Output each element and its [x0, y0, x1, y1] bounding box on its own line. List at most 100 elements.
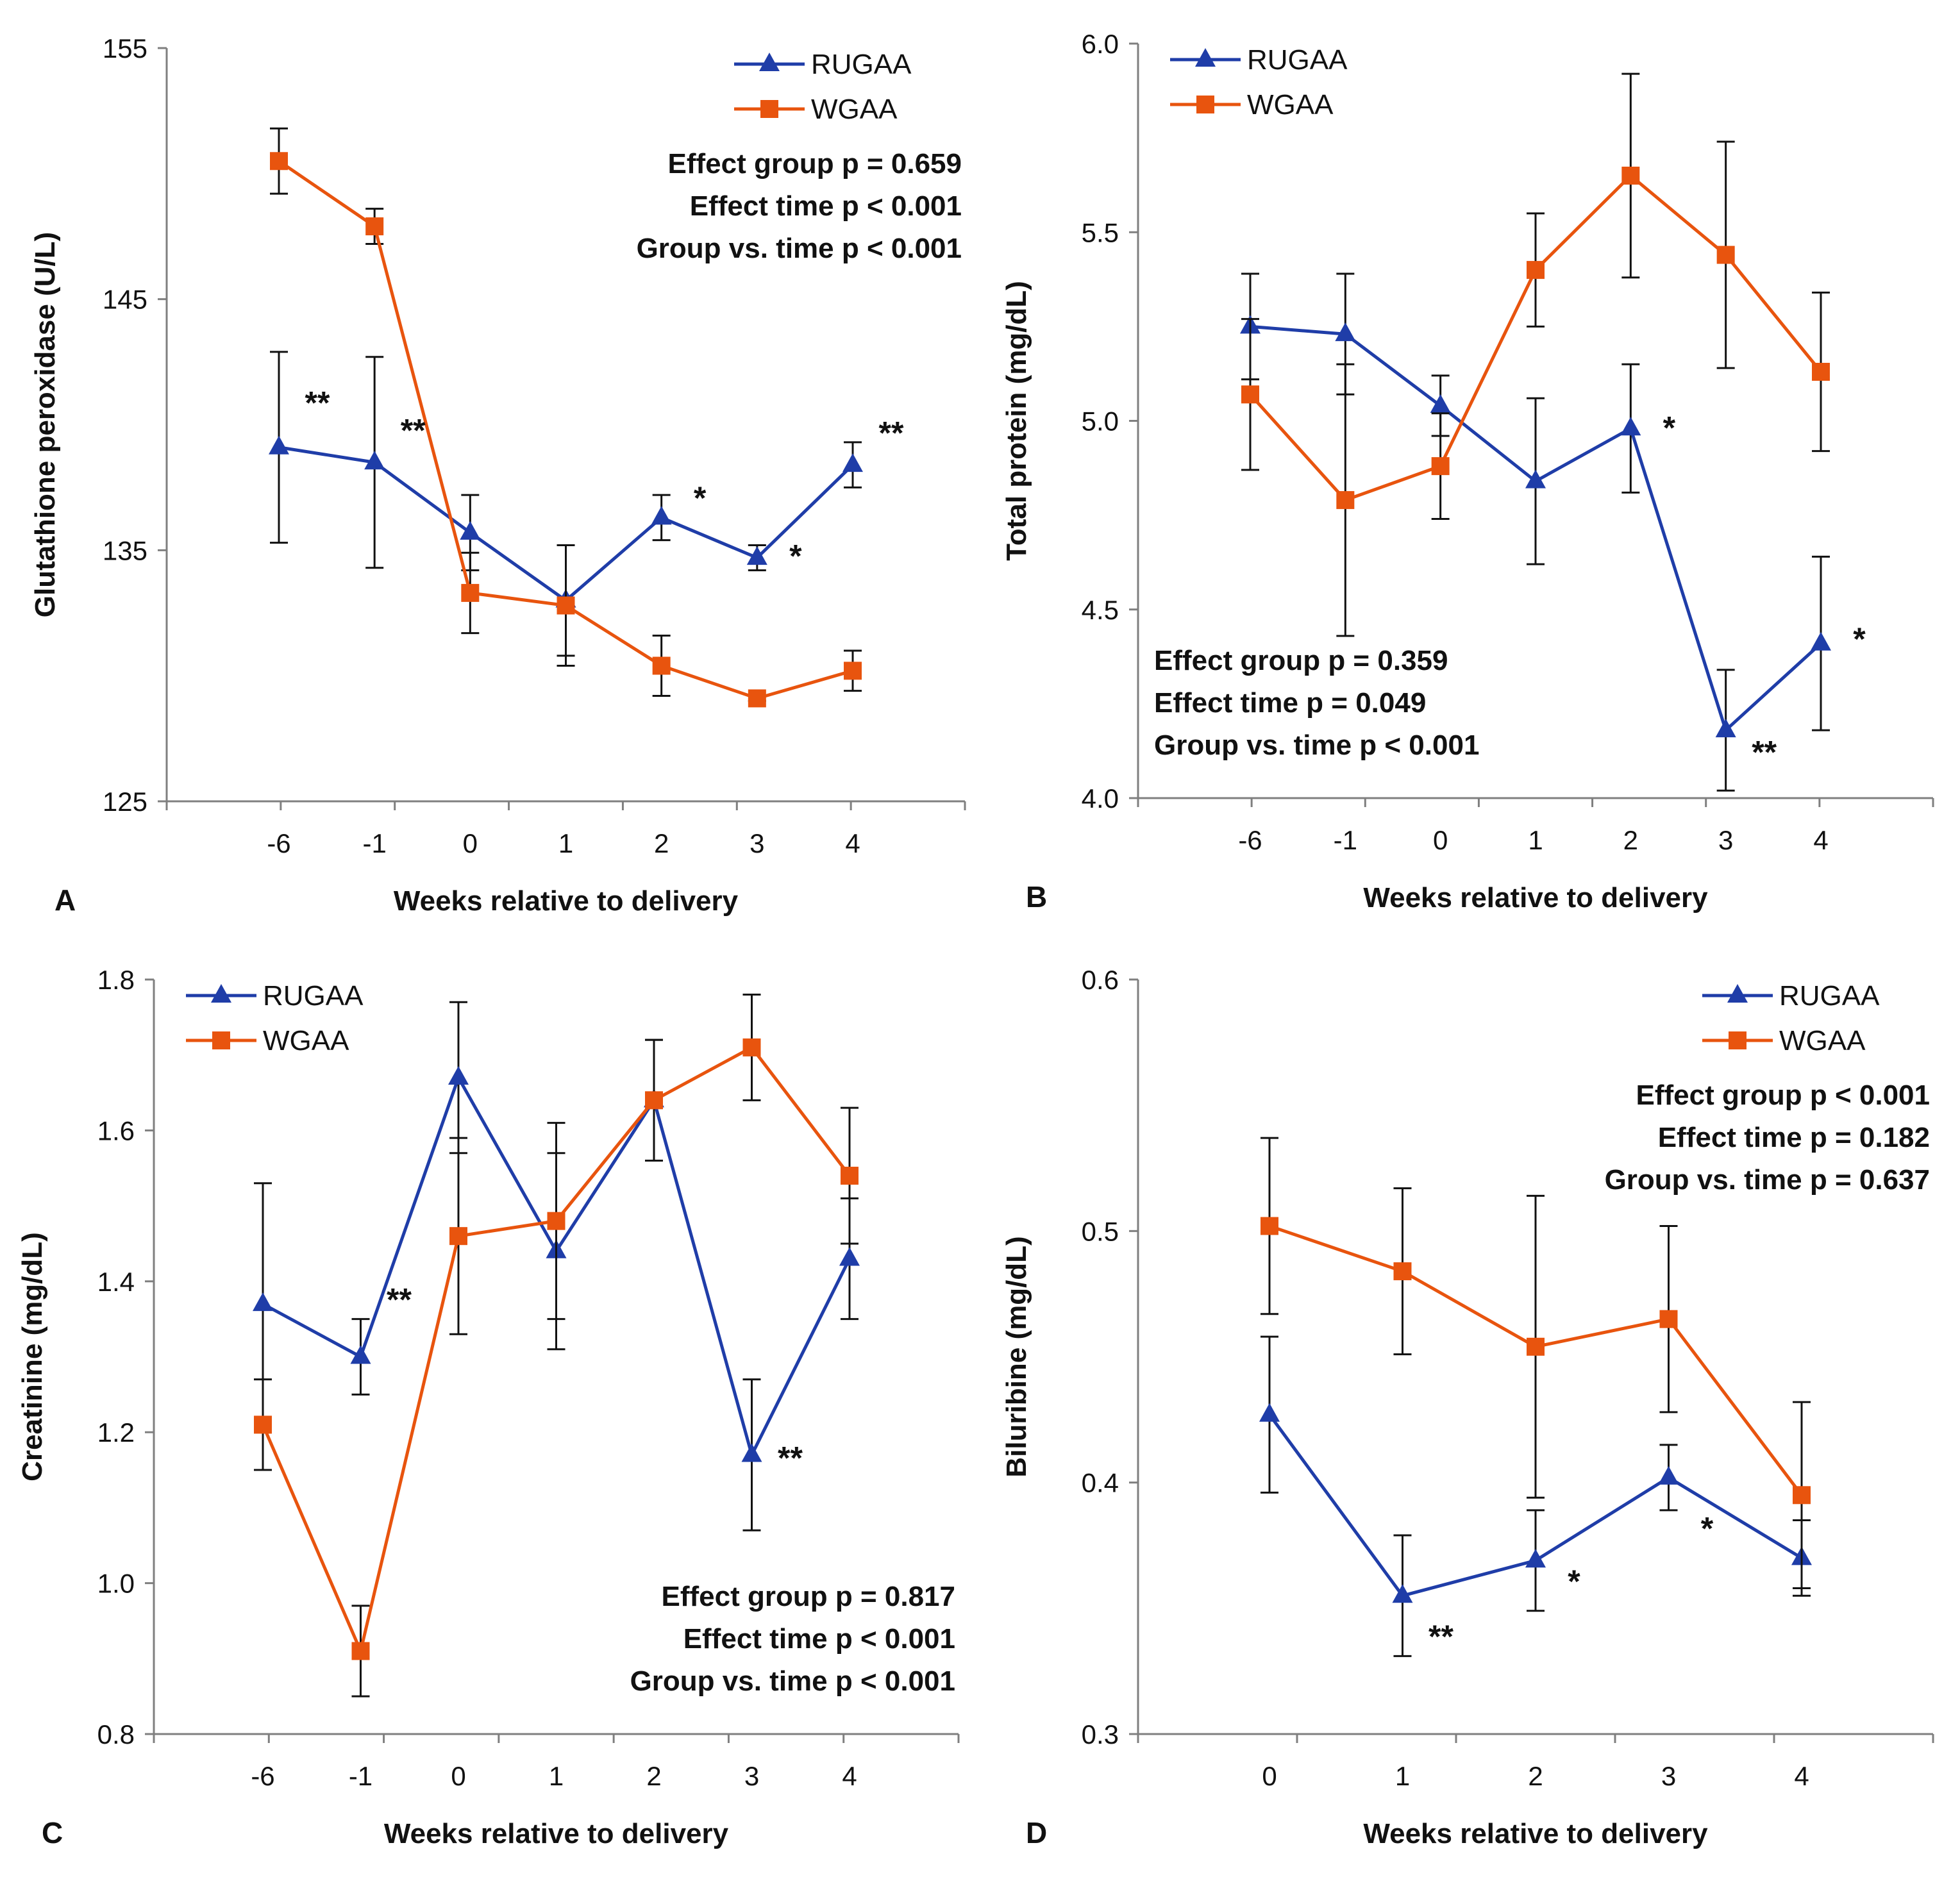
data-point — [1659, 1310, 1678, 1328]
x-tick-label: 2 — [654, 828, 669, 858]
significance-marker: * — [1701, 1510, 1714, 1546]
chart-panel-b: 4.0 4.5 5.0 5.5 6.0 -6 -1 0 1 2 3 4 Weeks relative t… — [1001, 29, 1934, 913]
data-point — [1793, 1486, 1811, 1505]
x-tick-label: 4 — [845, 828, 860, 858]
stats-line: Effect time p < 0.001 — [683, 1623, 955, 1655]
y-tick-label: 0.3 — [1082, 1719, 1119, 1749]
y-tick-label: 0.8 — [97, 1719, 135, 1749]
data-point — [1716, 246, 1735, 264]
data-point — [269, 435, 289, 455]
data-point — [1261, 1217, 1278, 1235]
y-tick-label: 0.6 — [1082, 965, 1119, 995]
data-point — [1812, 362, 1830, 381]
data-point — [1430, 394, 1451, 413]
legend-label: WGAA — [1247, 89, 1334, 121]
x-tick-label: 1 — [549, 1761, 564, 1791]
y-tick-label: 145 — [103, 285, 147, 315]
x-tick-label: -6 — [1238, 825, 1262, 855]
data-point — [1431, 457, 1450, 476]
x-tick-label: -1 — [349, 1761, 373, 1791]
legend-marker — [1727, 984, 1748, 1003]
legend-marker — [1729, 1031, 1746, 1049]
x-axis-title: Weeks relative to delivery — [1363, 882, 1708, 913]
data-point — [460, 521, 481, 540]
x-tick-label: 1 — [1395, 1761, 1410, 1791]
series-wgaa — [1261, 1137, 1811, 1589]
series-wgaa — [270, 127, 862, 708]
data-point — [448, 1066, 469, 1085]
significance-marker: ** — [1752, 734, 1777, 770]
data-point — [1715, 719, 1736, 738]
stats-line: Effect group p = 0.359 — [1154, 645, 1448, 676]
x-tick-label: -1 — [1334, 825, 1357, 855]
stats-line: Effect group p = 0.659 — [668, 148, 962, 179]
legend-label: WGAA — [811, 94, 898, 125]
data-point — [270, 152, 288, 171]
legend-label: WGAA — [263, 1025, 349, 1056]
y-axis-title: Total protein (mg/dL) — [1001, 281, 1032, 561]
data-point — [461, 583, 480, 602]
data-point — [1393, 1262, 1412, 1281]
y-tick-label: 135 — [103, 535, 147, 565]
data-point — [350, 1345, 371, 1364]
significance-marker: * — [694, 480, 707, 516]
panel-letter: A — [54, 883, 76, 917]
data-point — [253, 1292, 273, 1312]
x-tick-label: 1 — [558, 828, 573, 858]
data-point — [364, 451, 385, 470]
y-tick-label: 0.5 — [1082, 1216, 1119, 1246]
y-tick-label: 1.6 — [97, 1115, 135, 1146]
stats-line: Effect time p = 0.049 — [1154, 687, 1426, 719]
y-tick-label: 125 — [103, 787, 147, 817]
data-point — [652, 656, 671, 675]
y-axis-title: Glutathione peroxidase (U/L) — [29, 232, 61, 617]
stats-line: Group vs. time p < 0.001 — [1154, 730, 1479, 761]
y-axis-title: Biluribine (mg/dL) — [1001, 1236, 1032, 1477]
legend-label: RUGAA — [263, 980, 364, 1012]
x-tick-label: 3 — [1661, 1761, 1676, 1791]
x-tick-label: 4 — [842, 1761, 857, 1791]
data-point — [741, 1443, 762, 1462]
chart-panel-d: 0.3 0.4 0.5 0.6 0 1 2 3 4 Weeks relative to deliv… — [1001, 965, 1934, 1849]
significance-marker: ** — [401, 412, 426, 448]
significance-marker: ** — [879, 415, 904, 451]
y-tick-label: 1.2 — [97, 1417, 135, 1447]
x-tick-label: 0 — [1433, 825, 1448, 855]
x-tick-label: 2 — [646, 1761, 661, 1791]
significance-marker: ** — [778, 1440, 803, 1476]
x-axis-title: Weeks relative to delivery — [394, 885, 739, 917]
data-point — [1620, 417, 1641, 436]
y-axis-title: Creatinine (mg/dL) — [17, 1232, 48, 1481]
data-point — [449, 1227, 467, 1246]
stats-line: Effect group p = 0.817 — [662, 1581, 955, 1612]
series-rugaa — [1259, 1335, 1812, 1657]
significance-marker: * — [1663, 410, 1676, 446]
x-tick-label: 1 — [1528, 825, 1543, 855]
y-tick-label: 5.5 — [1082, 217, 1119, 247]
y-tick-label: 5.0 — [1082, 406, 1119, 437]
y-tick-label: 1.0 — [97, 1569, 135, 1599]
data-point — [1527, 261, 1545, 279]
stats-line: Group vs. time p = 0.637 — [1605, 1164, 1930, 1196]
data-point — [1658, 1465, 1679, 1485]
x-axis-title: Weeks relative to delivery — [1363, 1818, 1708, 1849]
x-tick-label: -1 — [362, 828, 386, 858]
legend-marker — [760, 100, 778, 118]
stats-line: Effect group p < 0.001 — [1636, 1080, 1930, 1111]
legend-label: WGAA — [1779, 1025, 1866, 1056]
series-wgaa — [1241, 72, 1830, 637]
y-tick-label: 0.4 — [1082, 1468, 1119, 1498]
data-point — [742, 1038, 761, 1056]
significance-marker: * — [789, 538, 802, 574]
x-tick-label: 2 — [1623, 825, 1638, 855]
x-tick-label: -6 — [267, 828, 290, 858]
stats-line: Group vs. time p < 0.001 — [630, 1665, 955, 1697]
x-tick-label: 0 — [1262, 1761, 1277, 1791]
data-point — [839, 1247, 860, 1266]
significance-marker: ** — [1428, 1619, 1453, 1655]
data-point — [1527, 1337, 1545, 1356]
legend-marker — [211, 984, 231, 1003]
y-tick-label: 4.0 — [1082, 783, 1119, 813]
legend-marker — [759, 53, 780, 71]
